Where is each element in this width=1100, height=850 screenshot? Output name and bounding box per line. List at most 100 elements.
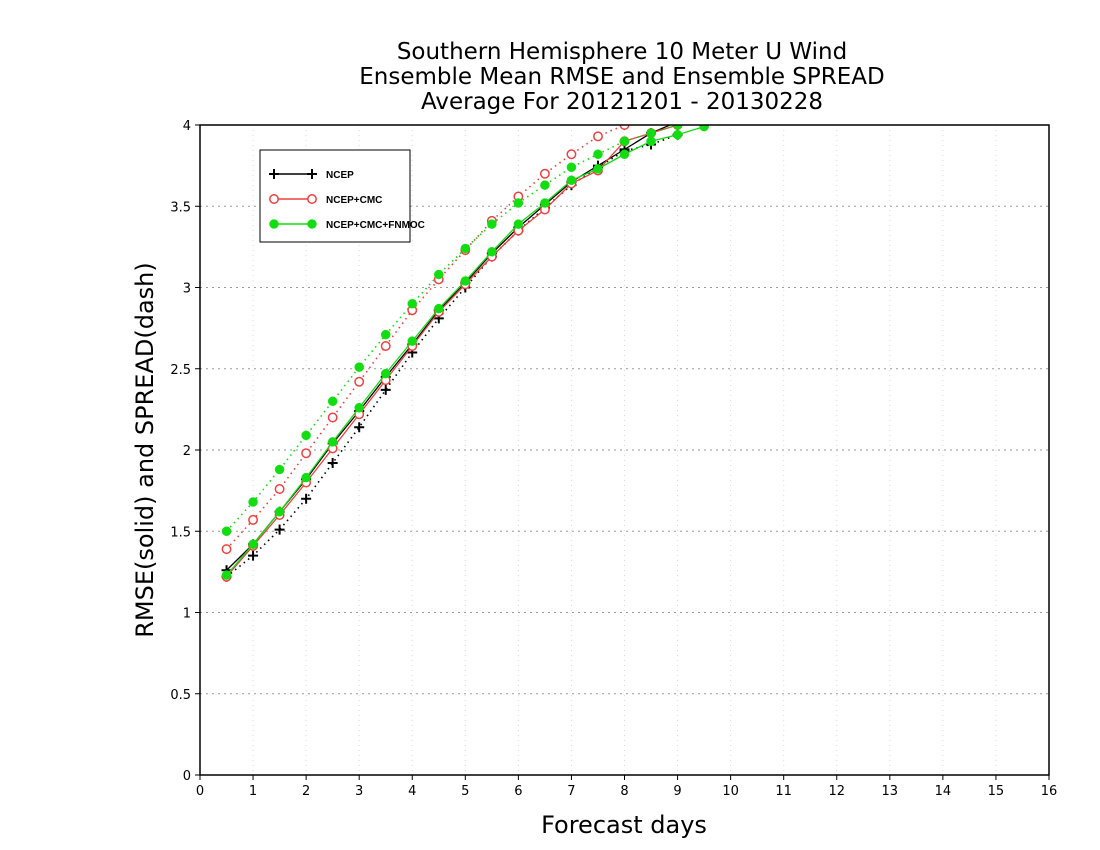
point-ncep-cmc-fnmoc-spread	[460, 243, 471, 254]
point-ncep-cmc-fnmoc-spread	[407, 299, 417, 309]
point-ncep-cmc-fnmoc-rmse	[619, 149, 630, 159]
point-ncep-spread	[248, 550, 259, 561]
point-ncep-cmc-fnmoc-spread	[619, 136, 630, 146]
x-tick-label: 7	[567, 784, 575, 799]
point-ncep-cmc-fnmoc-rmse	[566, 175, 577, 185]
y-tick-label: 2.5	[170, 363, 191, 378]
y-tick-label: 3	[183, 282, 191, 297]
chart-title: Southern Hemisphere 10 Meter U Wind Ense…	[359, 39, 884, 115]
series-ncep-cmc-spread	[221, 125, 630, 555]
x-axis-label: Forecast days	[541, 811, 707, 839]
x-tick-label: 12	[828, 784, 845, 799]
point-ncep-cmc-fnmoc-spread	[513, 198, 524, 208]
legend-marker-ncep	[307, 169, 317, 179]
point-ncep-cmc-fnmoc-rmse	[434, 303, 444, 314]
point-ncep-cmc-spread	[301, 448, 312, 459]
point-ncep-spread	[274, 524, 285, 535]
x-tick-label: 9	[673, 784, 681, 799]
point-ncep-cmc-fnmoc-rmse	[380, 368, 391, 379]
legend-label-ncep: NCEP	[326, 170, 354, 181]
point-ncep-cmc-fnmoc-rmse	[460, 276, 471, 286]
point-ncep-cmc-fnmoc-rmse	[407, 336, 417, 346]
point-ncep-spread	[301, 493, 312, 504]
point-ncep-cmc-spread	[274, 484, 285, 494]
point-ncep-cmc-fnmoc-spread	[354, 362, 364, 372]
point-ncep-cmc-fnmoc-spread	[301, 430, 311, 441]
x-tick-label: 6	[514, 784, 522, 799]
series-ncep-cmc-fnmoc-rmse	[221, 125, 709, 580]
legend: NCEP NCEP+CMC NCEP+CMC+FNMOC	[259, 149, 425, 243]
legend-marker-ncep-cmc-fnmoc	[269, 219, 279, 229]
title-line-2: Ensemble Mean RMSE and Ensemble SPREAD	[359, 64, 884, 90]
line-ncep-cmc-rmse	[226, 125, 678, 578]
point-ncep-cmc-spread	[354, 376, 365, 387]
point-ncep-cmc-fnmoc-spread	[380, 329, 391, 340]
x-tick-label: 16	[1041, 784, 1058, 799]
point-ncep-cmc-spread	[221, 544, 232, 555]
line-ncep-spread	[226, 133, 678, 578]
x-tick-label: 0	[196, 784, 204, 799]
plot-area	[221, 125, 709, 582]
y-tick-label: 0.5	[170, 688, 191, 703]
point-ncep-cmc-fnmoc-rmse	[248, 539, 258, 549]
point-ncep-cmc-fnmoc-rmse	[513, 219, 524, 229]
x-tick-label: 1	[249, 784, 257, 799]
legend-label-ncep-cmc-fnmoc: NCEP+CMC+FNMOC	[326, 220, 425, 231]
point-ncep-cmc-spread	[593, 131, 603, 142]
x-tick-label: 11	[775, 784, 792, 799]
point-ncep-cmc-spread	[539, 168, 550, 179]
legend-box	[259, 149, 411, 243]
point-ncep-cmc-fnmoc-rmse	[540, 198, 550, 208]
y-tick-label: 3.5	[170, 200, 191, 215]
series-layer	[221, 125, 709, 582]
y-tick-label: 2	[183, 444, 191, 459]
point-ncep-cmc-fnmoc-spread	[672, 125, 683, 130]
x-tick-label: 8	[620, 784, 628, 799]
point-ncep-cmc-fnmoc-spread	[248, 497, 258, 507]
point-ncep-spread	[354, 422, 365, 433]
point-ncep-cmc-fnmoc-rmse	[221, 570, 232, 580]
axes: 0 1 2 3 4 5 6 7 8 9 10 11 12 13 14 15 1600.511.522.533.5…	[170, 119, 1057, 799]
legend-marker-ncep-cmc	[269, 194, 279, 204]
y-tick-label: 4	[183, 119, 191, 134]
point-ncep-spread	[327, 458, 338, 468]
legend-marker-ncep	[269, 169, 279, 179]
point-ncep-cmc-spread	[248, 514, 259, 525]
x-tick-label: 5	[461, 784, 469, 799]
point-ncep-cmc-fnmoc-rmse	[672, 130, 683, 140]
legend-marker-ncep-cmc-fnmoc	[307, 219, 317, 229]
point-ncep-cmc-fnmoc-rmse	[301, 472, 311, 483]
x-tick-label: 3	[355, 784, 363, 799]
x-tick-label: 2	[302, 784, 310, 799]
x-tick-label: 4	[408, 784, 416, 799]
point-ncep-cmc-spread	[380, 341, 391, 351]
point-ncep-cmc-fnmoc-spread	[434, 269, 444, 280]
point-ncep-cmc-fnmoc-rmse	[646, 136, 656, 146]
point-ncep-cmc-fnmoc-spread	[593, 149, 603, 159]
point-ncep-cmc-fnmoc-rmse	[354, 403, 364, 413]
y-tick-label: 1	[183, 607, 191, 622]
x-tick-label: 10	[722, 784, 739, 799]
point-ncep-cmc-fnmoc-rmse	[274, 507, 285, 517]
point-ncep-cmc-fnmoc-rmse	[699, 125, 709, 132]
point-ncep-cmc-fnmoc-spread	[646, 128, 656, 138]
series-ncep-cmc-fnmoc-spread	[221, 125, 683, 536]
point-ncep-cmc-fnmoc-rmse	[487, 247, 497, 257]
point-ncep-cmc-fnmoc-spread	[221, 526, 232, 536]
legend-label-ncep-cmc: NCEP+CMC	[326, 195, 382, 206]
point-ncep-spread	[380, 384, 391, 395]
point-ncep-cmc-fnmoc-spread	[540, 180, 550, 190]
y-axis-label: RMSE(solid) and SPREAD(dash)	[131, 262, 159, 638]
point-ncep-cmc-spread	[566, 149, 577, 160]
title-line-3: Average For 20121201 - 20130228	[421, 89, 823, 115]
point-ncep-cmc-fnmoc-spread	[327, 396, 338, 406]
y-tick-label: 0	[183, 769, 191, 784]
x-tick-label: 14	[935, 784, 952, 799]
point-ncep-cmc-fnmoc-rmse	[593, 164, 603, 174]
point-ncep-cmc-spread	[327, 412, 338, 423]
point-ncep-cmc-fnmoc-spread	[566, 162, 577, 172]
line-ncep-cmc-spread	[225, 125, 628, 550]
x-tick-label: 15	[988, 784, 1005, 799]
x-tick-label: 13	[882, 784, 899, 799]
